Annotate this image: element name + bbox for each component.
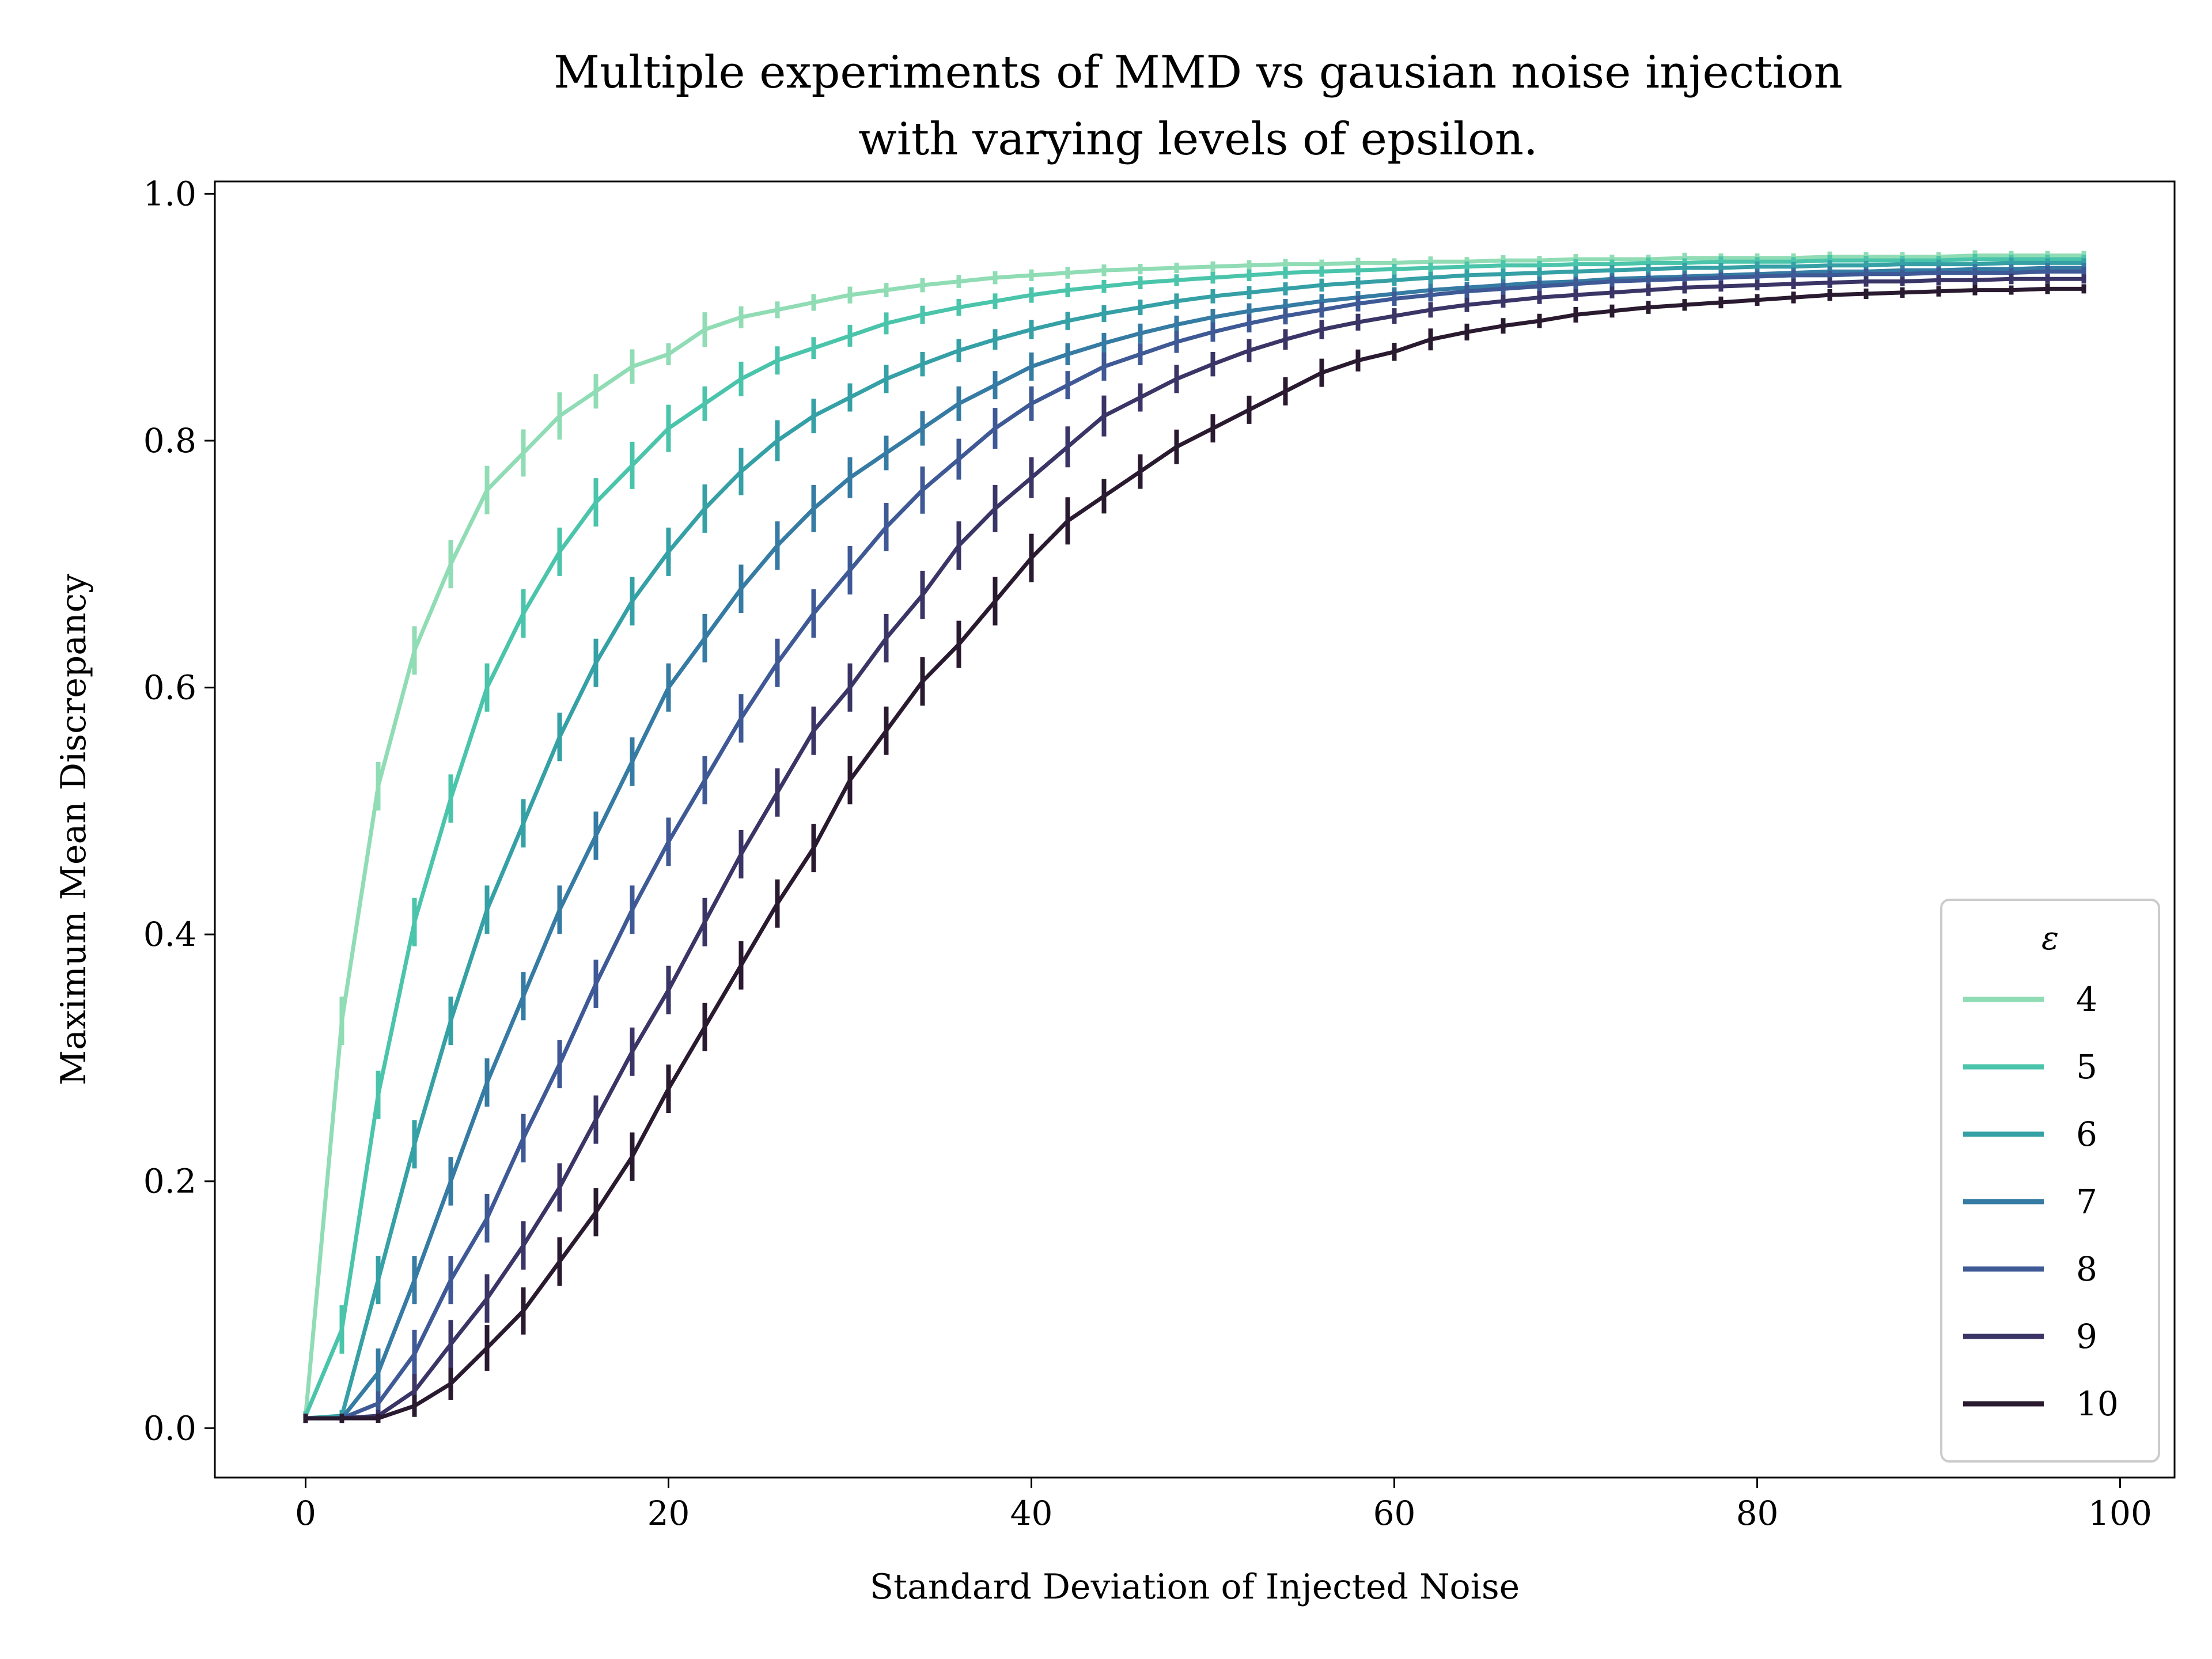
legend-title: ε bbox=[2041, 920, 2059, 957]
legend-label-10: 10 bbox=[2076, 1384, 2119, 1423]
legend-frame bbox=[1940, 899, 2160, 1463]
y-tick-label: 0.0 bbox=[143, 1408, 196, 1448]
legend-label-7: 7 bbox=[2076, 1182, 2097, 1221]
y-axis: 0.0 0.2 0.4 0.6 0.8 1.0 bbox=[143, 174, 215, 1448]
legend-label-8: 8 bbox=[2076, 1249, 2097, 1289]
legend: ε 4 5 6 7 8 9 10 bbox=[1940, 899, 2160, 1463]
x-axis-label: Standard Deviation of Injected Noise bbox=[870, 1567, 1520, 1607]
plot-area bbox=[303, 250, 2086, 1423]
x-tick-label: 0 bbox=[295, 1494, 316, 1533]
legend-label-9: 9 bbox=[2076, 1317, 2097, 1356]
series-8 bbox=[303, 266, 2086, 1423]
series-9 bbox=[303, 274, 2086, 1423]
plot-frame bbox=[214, 180, 2176, 1479]
series-10 bbox=[303, 283, 2086, 1423]
chart-title-line-1: Multiple experiments of MMD vs gausian n… bbox=[554, 47, 1843, 99]
x-tick-label: 40 bbox=[1010, 1494, 1053, 1533]
x-axis: 0 20 40 60 80 100 bbox=[295, 1478, 2152, 1533]
y-axis-label: Maximum Mean Discrepancy bbox=[54, 574, 94, 1085]
y-tick-label: 0.2 bbox=[143, 1162, 196, 1201]
y-tick-label: 0.6 bbox=[143, 668, 196, 707]
series-line-5 bbox=[304, 257, 2084, 1417]
y-tick-label: 1.0 bbox=[143, 174, 196, 213]
series-line-10 bbox=[305, 286, 2084, 1421]
series-line-6 bbox=[305, 260, 2084, 1421]
legend-label-4: 4 bbox=[2076, 980, 2097, 1019]
legend-entries: 4 5 6 7 8 9 10 bbox=[1963, 980, 2119, 1423]
x-tick-label: 60 bbox=[1373, 1494, 1416, 1533]
legend-label-6: 6 bbox=[2076, 1115, 2097, 1154]
series-line-7 bbox=[305, 266, 2084, 1421]
chart-title-line-2: with varying levels of epsilon. bbox=[858, 113, 1538, 165]
series-line-8 bbox=[305, 269, 2084, 1421]
x-tick-label: 20 bbox=[647, 1494, 690, 1533]
series-6 bbox=[303, 257, 2086, 1423]
series-line-9 bbox=[305, 276, 2084, 1421]
x-tick-label: 100 bbox=[2088, 1494, 2152, 1533]
y-tick-label: 0.8 bbox=[143, 421, 196, 460]
x-tick-label: 80 bbox=[1736, 1494, 1779, 1533]
series-line-4 bbox=[304, 253, 2084, 1416]
legend-label-5: 5 bbox=[2076, 1047, 2097, 1086]
y-tick-label: 0.4 bbox=[143, 915, 196, 954]
